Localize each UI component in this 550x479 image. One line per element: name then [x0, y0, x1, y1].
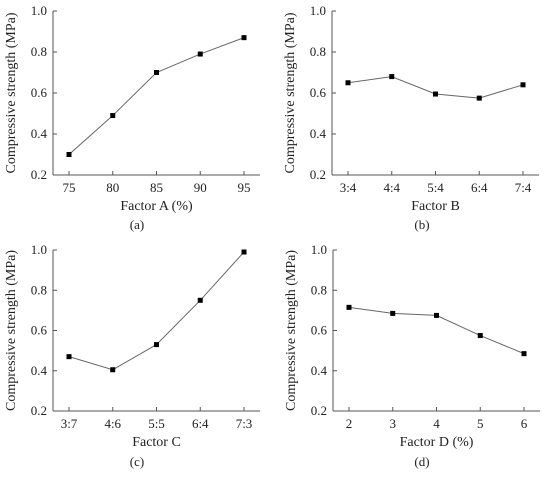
data-point [389, 74, 395, 80]
y-tick-label: 1.0 [31, 3, 47, 18]
data-point [520, 82, 526, 88]
x-tick-label: 6 [521, 416, 528, 431]
panel-caption: (b) [414, 217, 429, 232]
data-point [241, 35, 247, 41]
y-tick-label: 0.4 [311, 363, 328, 378]
y-tick-label: 0.8 [31, 44, 47, 59]
x-tick-label: 95 [238, 180, 251, 195]
data-point [66, 152, 72, 157]
y-axis-title: Compressive strength (MPa) [4, 12, 19, 173]
data-point [110, 367, 116, 373]
y-tick-label: 0.6 [310, 85, 327, 100]
x-tick-label: 2 [346, 416, 353, 431]
x-tick-label: 7:3 [236, 416, 253, 431]
data-point [154, 70, 159, 75]
series-line [68, 37, 245, 155]
x-tick-label: 7:4 [515, 180, 532, 195]
data-point [66, 354, 72, 360]
x-tick-label: 85 [150, 180, 163, 195]
x-axis-title: Factor C [132, 435, 181, 450]
y-tick-label: 0.4 [31, 363, 48, 378]
x-tick-label: 80 [106, 180, 119, 195]
x-tick-label: 4:6 [104, 416, 121, 431]
chart-panel-3: 0.2 0.4 0.6 0.8 1.0 3:7 4:6 5:5 6:4 7:3 Factor C Co… [4, 242, 260, 469]
x-tick-label: 3:4 [340, 180, 357, 195]
data-point [197, 51, 203, 57]
panel-caption: (c) [130, 454, 144, 469]
x-tick-label: 4 [433, 416, 440, 431]
y-tick-label: 0.6 [31, 85, 48, 100]
chart-panel-4: 0.2 0.4 0.6 0.8 1.0 2 3 4 5 6 Factor D (%) Compress… [284, 242, 540, 469]
y-tick-label: 0.8 [311, 282, 327, 297]
x-tick-label: 5 [477, 416, 484, 431]
data-point [433, 91, 438, 97]
y-tick-label: 1.0 [31, 242, 47, 257]
y-tick-label: 0.6 [31, 323, 48, 338]
data-point [434, 312, 439, 318]
data-point [110, 113, 116, 119]
y-tick-label: 0.2 [31, 167, 47, 182]
y-tick-label: 0.2 [310, 167, 326, 182]
x-axis-title: Factor A (%) [120, 199, 193, 214]
chart-panel-1: 0.2 0.4 0.6 0.8 1.0 75 80 85 90 95 Factor A (%) Com… [4, 3, 260, 232]
y-tick-label: 0.2 [311, 403, 327, 418]
data-point [477, 333, 483, 339]
panel-caption: (d) [414, 454, 429, 469]
x-tick-label: 5:5 [148, 416, 165, 431]
data-point [521, 351, 527, 357]
x-tick-label: 3 [390, 416, 397, 431]
data-point [390, 310, 396, 316]
data-point [154, 342, 159, 348]
data-point [241, 249, 247, 255]
y-tick-label: 0.2 [31, 403, 47, 418]
y-axis-title: Compressive strength (MPa) [4, 250, 19, 411]
panel-caption: (a) [130, 217, 144, 232]
x-axis-title: Factor D (%) [400, 435, 474, 450]
x-tick-label: 75 [63, 180, 76, 195]
y-tick-label: 0.4 [310, 126, 327, 141]
x-tick-label: 6:4 [192, 416, 209, 431]
data-point [476, 95, 482, 101]
y-axis-title: Compressive strength (MPa) [283, 12, 298, 173]
data-point [346, 304, 352, 310]
y-tick-label: 1.0 [311, 242, 327, 257]
y-tick-label: 0.8 [310, 44, 326, 59]
y-tick-label: 0.6 [311, 323, 328, 338]
data-point [197, 297, 203, 303]
y-tick-label: 1.0 [310, 3, 326, 18]
y-axis-title: Compressive strength (MPa) [284, 250, 299, 411]
series-line [68, 251, 245, 371]
x-tick-label: 4:4 [383, 180, 400, 195]
x-tick-label: 90 [194, 180, 207, 195]
x-tick-label: 3:7 [61, 416, 78, 431]
y-tick-label: 0.8 [31, 282, 47, 297]
x-tick-label: 6:4 [471, 180, 488, 195]
y-tick-label: 0.4 [31, 126, 48, 141]
chart-panel-2: 0.2 0.4 0.6 0.8 1.0 3:4 4:4 5:4 6:4 7:4 Factor B Co… [283, 3, 539, 232]
x-tick-label: 5:4 [427, 180, 444, 195]
data-point [345, 80, 351, 86]
x-axis-title: Factor B [411, 199, 460, 214]
